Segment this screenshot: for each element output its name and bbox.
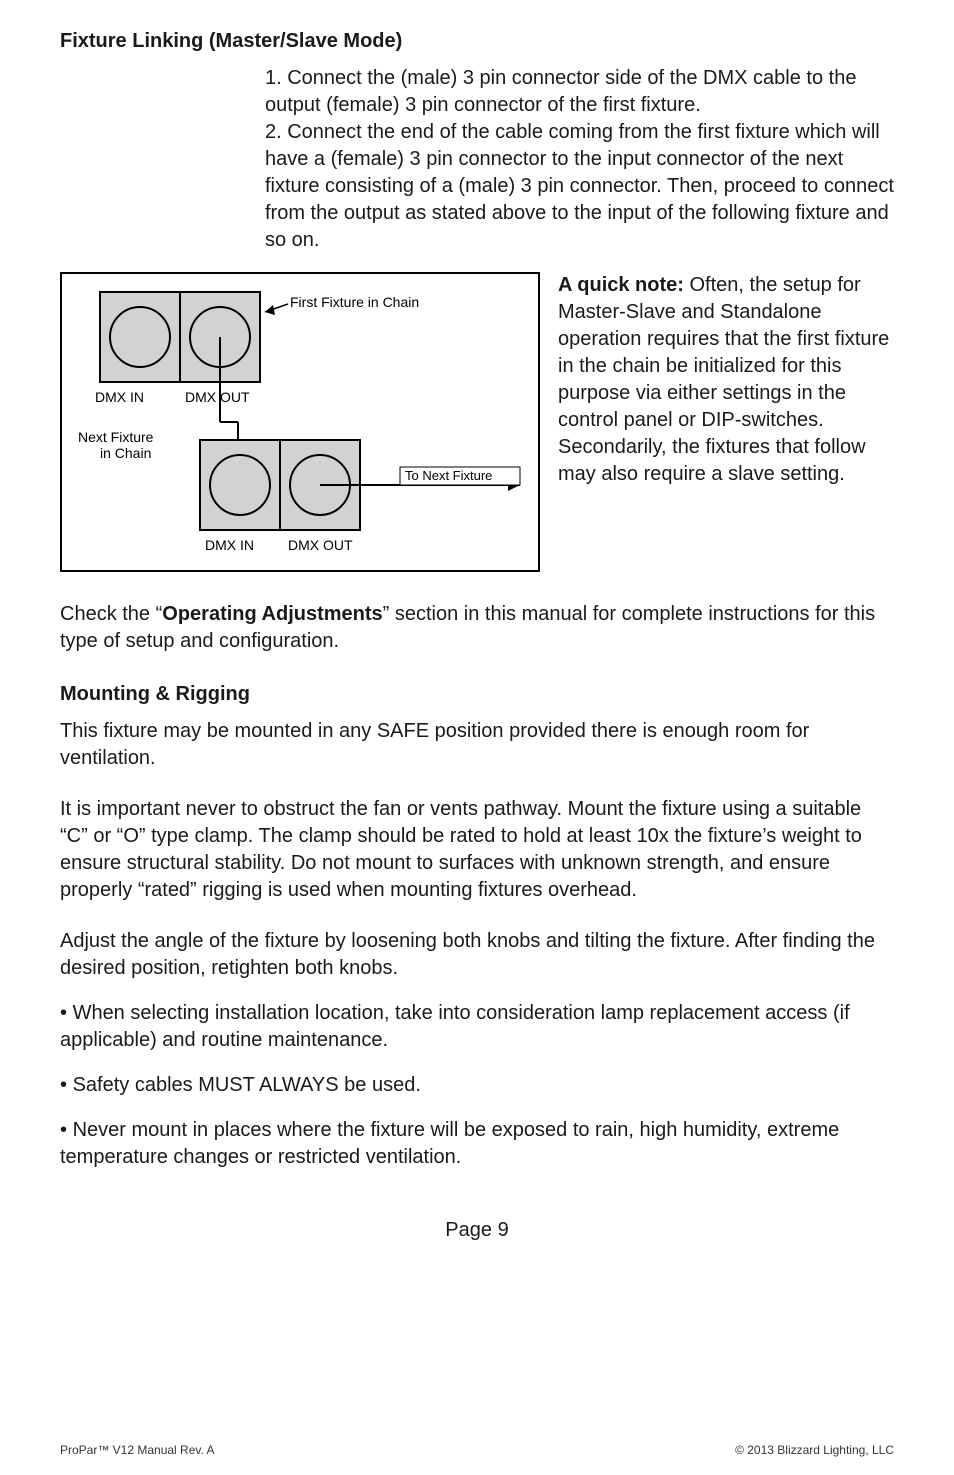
check-operating-adjustments: Check the “Operating Adjustments” sectio… <box>60 601 894 655</box>
label-to-next-fixture: To Next Fixture <box>405 468 492 483</box>
section-title-fixture-linking: Fixture Linking (Master/Slave Mode) <box>60 30 894 53</box>
page-number: Page 9 <box>60 1219 894 1242</box>
mounting-p1: This fixture may be mounted in any SAFE … <box>60 718 894 772</box>
bullet-3: Never mount in places where the fixture … <box>60 1117 894 1171</box>
bullet-1-text: When selecting installation location, ta… <box>60 1002 850 1051</box>
label-dmx-out-top: DMX OUT <box>185 389 250 405</box>
page: Fixture Linking (Master/Slave Mode) 1. C… <box>0 0 954 1475</box>
bullet-2-text: Safety cables MUST ALWAYS be used. <box>60 1074 421 1096</box>
fixture-chain-diagram: First Fixture in Chain DMX IN DMX OUT Ne… <box>60 272 540 572</box>
quick-note-lead: A quick note: <box>558 274 684 296</box>
footer-left: ProPar™ V12 Manual Rev. A <box>60 1443 215 1457</box>
quick-note-body: Often, the setup for Master-Slave and St… <box>558 274 889 485</box>
label-dmx-in-top: DMX IN <box>95 389 144 405</box>
bullet-1: When selecting installation location, ta… <box>60 1000 894 1054</box>
diagram-container: First Fixture in Chain DMX IN DMX OUT Ne… <box>60 272 540 577</box>
label-next-fixture-2: in Chain <box>100 445 151 461</box>
mounting-p3: Adjust the angle of the fixture by loose… <box>60 928 894 982</box>
mounting-p2: It is important never to obstruct the fa… <box>60 796 894 904</box>
steps-block: 1. Connect the (male) 3 pin connector si… <box>265 65 894 254</box>
bullet-2: Safety cables MUST ALWAYS be used. <box>60 1072 894 1099</box>
label-next-fixture-1: Next Fixture <box>78 429 154 445</box>
check-bold: Operating Adjustments <box>162 603 382 625</box>
label-first-fixture: First Fixture in Chain <box>290 294 419 310</box>
bullet-3-text: Never mount in places where the fixture … <box>60 1119 839 1168</box>
footer-right: © 2013 Blizzard Lighting, LLC <box>735 1443 894 1457</box>
diagram-and-note-row: First Fixture in Chain DMX IN DMX OUT Ne… <box>60 272 894 577</box>
quick-note: A quick note: Often, the setup for Maste… <box>558 272 894 577</box>
check-pre: Check the “ <box>60 603 162 625</box>
step-1: 1. Connect the (male) 3 pin connector si… <box>265 65 894 119</box>
label-dmx-out-bottom: DMX OUT <box>288 537 353 553</box>
footer: ProPar™ V12 Manual Rev. A © 2013 Blizzar… <box>60 1443 894 1457</box>
section-title-mounting: Mounting & Rigging <box>60 683 894 706</box>
step-2: 2. Connect the end of the cable coming f… <box>265 119 894 254</box>
label-dmx-in-bottom: DMX IN <box>205 537 254 553</box>
